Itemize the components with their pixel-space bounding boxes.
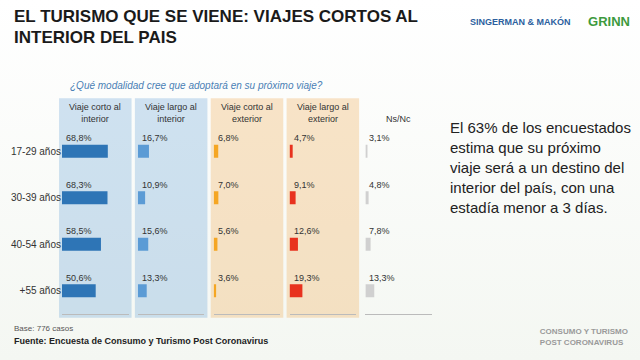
svg-text:Viaje largo alinterior: Viaje largo alinterior bbox=[145, 102, 197, 124]
svg-text:+55 años: +55 años bbox=[20, 285, 61, 296]
html-text:El 63% de los encuestados esti: El 63% de los encuestados estima que su … bbox=[450, 119, 631, 216]
svg-text:7,8%: 7,8% bbox=[369, 226, 390, 236]
svg-text:13,3%: 13,3% bbox=[369, 273, 395, 283]
svg-text:30-39 años: 30-39 años bbox=[11, 192, 61, 203]
svg-text:Viaje corto alinterior: Viaje corto alinterior bbox=[69, 102, 121, 124]
html-text:¿Qué modalidad cree que adopta: ¿Qué modalidad cree que adoptará en su p… bbox=[70, 80, 323, 91]
html-text:Base: 776 casos: Base: 776 casos bbox=[14, 324, 74, 333]
svg-text:15,6%: 15,6% bbox=[142, 226, 168, 236]
svg-text:6,8%: 6,8% bbox=[218, 133, 239, 143]
svg-text:12,6%: 12,6% bbox=[294, 226, 320, 236]
svg-text:Viaje corto alexterior: Viaje corto alexterior bbox=[221, 102, 273, 124]
svg-text:17-29 años: 17-29 años bbox=[11, 146, 61, 157]
svg-text:68,3%: 68,3% bbox=[66, 180, 92, 190]
html-text:EL TURISMO QUE SE VIENE: VIAJE: EL TURISMO QUE SE VIENE: VIAJES CORTOS A… bbox=[14, 7, 418, 47]
svg-text:16,7%: 16,7% bbox=[142, 133, 168, 143]
svg-text:5,6%: 5,6% bbox=[218, 226, 239, 236]
html-text:SINGERMAN & MAKÓN: SINGERMAN & MAKÓN bbox=[470, 16, 571, 27]
svg-text:10,9%: 10,9% bbox=[142, 180, 168, 190]
html-text:Fuente: Encuesta de Consumo y: Fuente: Encuesta de Consumo y Turismo Po… bbox=[14, 336, 269, 346]
svg-text:58,5%: 58,5% bbox=[66, 226, 92, 236]
svg-text:19,3%: 19,3% bbox=[294, 273, 320, 283]
svg-text:4,8%: 4,8% bbox=[369, 180, 390, 190]
html-text:POST CORONAVIRUS: POST CORONAVIRUS bbox=[539, 338, 624, 347]
svg-text:40-54 años: 40-54 años bbox=[11, 239, 61, 250]
html-text:CONSUMO Y TURISMO: CONSUMO Y TURISMO bbox=[539, 327, 628, 336]
svg-text:50,6%: 50,6% bbox=[66, 273, 92, 283]
svg-text:7,0%: 7,0% bbox=[218, 180, 239, 190]
html-text:GRINN: GRINN bbox=[588, 14, 630, 29]
svg-text:4,7%: 4,7% bbox=[294, 133, 315, 143]
svg-text:3,6%: 3,6% bbox=[218, 273, 239, 283]
svg-text:Viaje largo alexterior: Viaje largo alexterior bbox=[297, 102, 349, 124]
svg-text:Ns/Nc: Ns/Nc bbox=[386, 114, 411, 124]
svg-text:3,1%: 3,1% bbox=[369, 133, 390, 143]
svg-text:9,1%: 9,1% bbox=[294, 180, 315, 190]
svg-text:68,8%: 68,8% bbox=[66, 133, 92, 143]
svg-text:13,3%: 13,3% bbox=[142, 273, 168, 283]
